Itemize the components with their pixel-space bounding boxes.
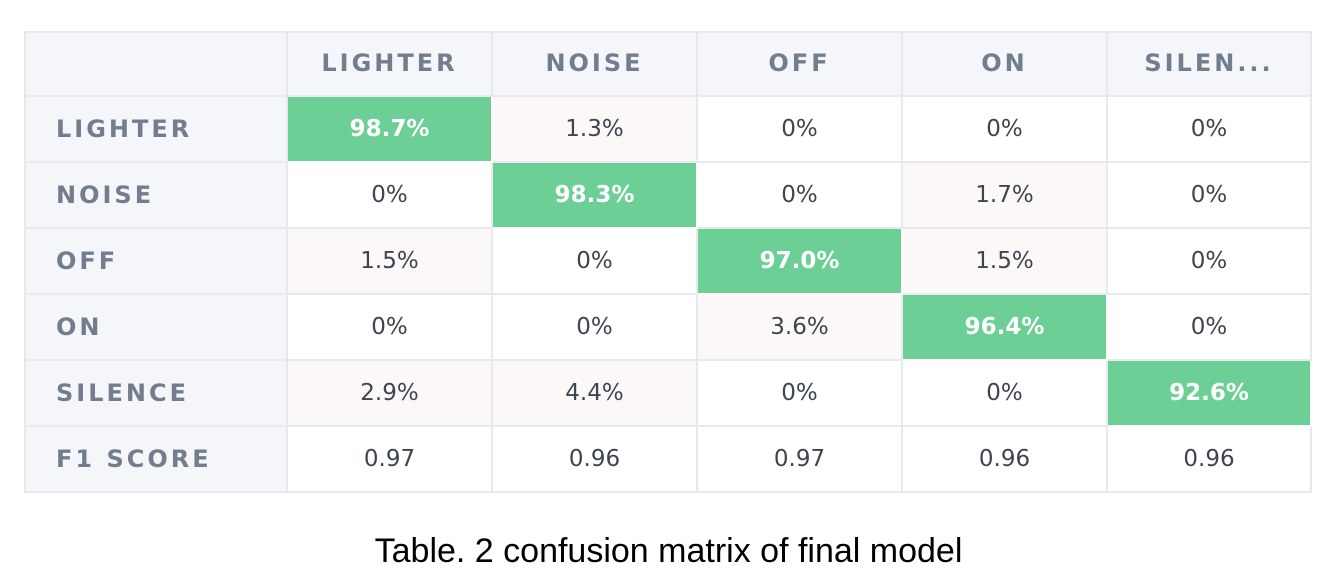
- matrix-cell: 0%: [493, 295, 698, 361]
- row-header: LIGHTER: [24, 97, 288, 163]
- column-header: SILEN...: [1108, 31, 1312, 97]
- matrix-cell-diagonal: 98.7%: [288, 97, 493, 163]
- matrix-cell: 0%: [698, 163, 903, 229]
- table-caption: Table. 2 confusion matrix of final model: [374, 532, 963, 570]
- f1-score-cell: 0.96: [493, 427, 698, 493]
- matrix-cell-diagonal: 92.6%: [1108, 361, 1312, 427]
- confusion-matrix-table: LIGHTER NOISE OFF ON SILEN... LIGHTER 98.7% 1.3…: [24, 31, 1312, 493]
- matrix-cell-diagonal: 97.0%: [698, 229, 903, 295]
- matrix-cell: 0%: [288, 295, 493, 361]
- matrix-cell: 3.6%: [698, 295, 903, 361]
- column-header: NOISE: [493, 31, 698, 97]
- matrix-cell: 0%: [288, 163, 493, 229]
- matrix-cell: 4.4%: [493, 361, 698, 427]
- matrix-cell: 2.9%: [288, 361, 493, 427]
- matrix-cell: 0%: [1108, 295, 1312, 361]
- f1-score-row-header: F1 SCORE: [24, 427, 288, 493]
- matrix-cell: 0%: [903, 97, 1108, 163]
- row-header: NOISE: [24, 163, 288, 229]
- f1-score-cell: 0.97: [288, 427, 493, 493]
- f1-score-cell: 0.96: [1108, 427, 1312, 493]
- row-header: OFF: [24, 229, 288, 295]
- f1-score-cell: 0.97: [698, 427, 903, 493]
- matrix-cell: 0%: [903, 361, 1108, 427]
- matrix-cell: 1.5%: [903, 229, 1108, 295]
- f1-score-cell: 0.96: [903, 427, 1108, 493]
- matrix-cell: 0%: [698, 361, 903, 427]
- matrix-corner-cell: [24, 31, 288, 97]
- matrix-cell-diagonal: 98.3%: [493, 163, 698, 229]
- matrix-cell: 0%: [1108, 229, 1312, 295]
- matrix-cell: 0%: [698, 97, 903, 163]
- column-header: ON: [903, 31, 1108, 97]
- row-header: SILENCE: [24, 361, 288, 427]
- matrix-cell: 0%: [1108, 97, 1312, 163]
- column-header: LIGHTER: [288, 31, 493, 97]
- matrix-cell: 1.5%: [288, 229, 493, 295]
- matrix-cell: 0%: [493, 229, 698, 295]
- matrix-cell: 1.7%: [903, 163, 1108, 229]
- matrix-cell-diagonal: 96.4%: [903, 295, 1108, 361]
- matrix-cell: 1.3%: [493, 97, 698, 163]
- row-header: ON: [24, 295, 288, 361]
- column-header: OFF: [698, 31, 903, 97]
- matrix-cell: 0%: [1108, 163, 1312, 229]
